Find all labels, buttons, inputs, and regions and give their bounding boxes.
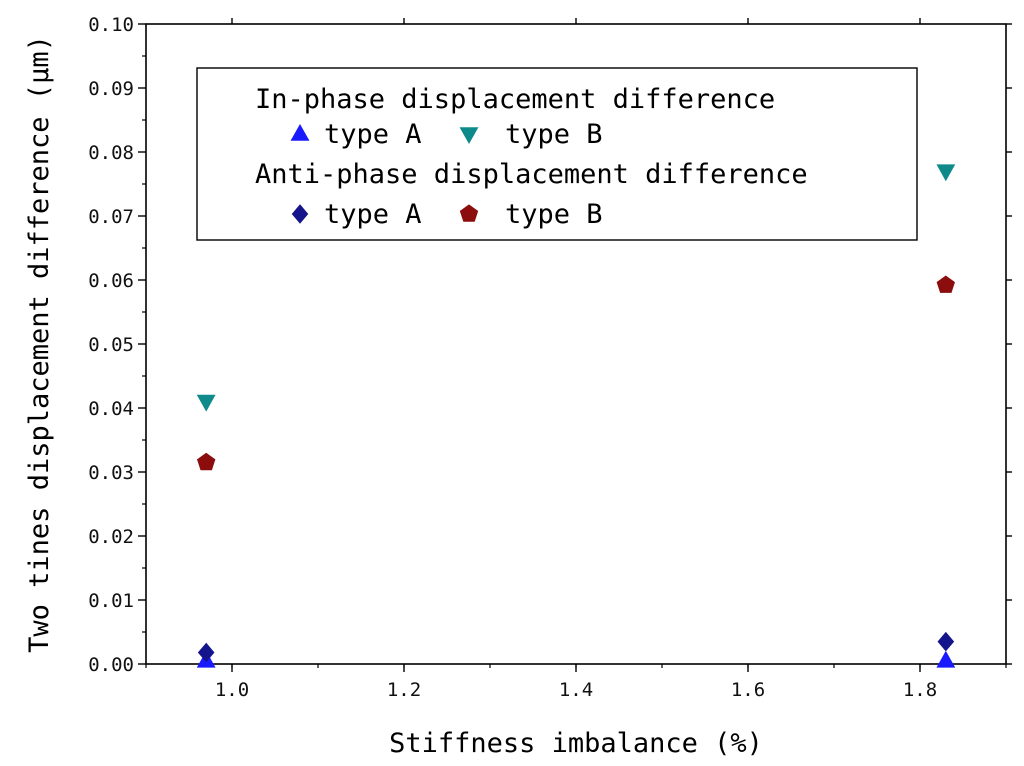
y-tick-label: 0.07: [88, 206, 134, 228]
legend-group-anti-phase-title: Anti-phase displacement difference: [255, 159, 808, 190]
y-tick-label: 0.00: [88, 654, 134, 676]
legend-marker-triangle-down: [459, 127, 479, 145]
legend-label-in-phase-type-b: type B: [505, 119, 603, 150]
legend-marker-anti-phase-type-a: [291, 204, 309, 224]
x-axis: 1.0 1.2 1.4 1.6 1.8: [145, 18, 1007, 701]
legend-marker-in-phase-type-a: [290, 123, 310, 141]
x-tick-label: 1.6: [731, 679, 765, 701]
data-point-triangle-down: [196, 394, 216, 412]
y-tick-label: 0.08: [88, 142, 134, 164]
data-point-triangle-down: [936, 164, 956, 182]
data-point-diamond: [937, 631, 955, 652]
legend-marker-anti-phase-type-b: [459, 204, 479, 222]
legend-box: [196, 67, 918, 241]
data-point-pentagon: [936, 275, 955, 293]
y-axis-title: Two tines displacement difference (μm): [24, 35, 55, 653]
y-tick-label: 0.03: [88, 462, 134, 484]
x-axis-title: Stiffness imbalance (%): [389, 728, 763, 759]
y-tick-label: 0.10: [88, 14, 134, 36]
x-tick-label: 1.2: [387, 679, 421, 701]
x-tick-label: 1.0: [215, 679, 249, 701]
legend-label-anti-phase-type-a: type A: [324, 199, 422, 230]
legend: In-phase displacement difference type A …: [196, 67, 918, 241]
legend-marker-pentagon: [459, 204, 479, 222]
legend-marker-in-phase-type-b: [459, 127, 479, 145]
legend-marker-triangle-up: [290, 123, 310, 141]
y-tick-label: 0.05: [88, 334, 134, 356]
data-point-pentagon: [197, 452, 216, 471]
legend-label-in-phase-type-a: type A: [324, 119, 422, 150]
legend-marker-diamond: [291, 204, 309, 224]
legend-group-in-phase-title: In-phase displacement difference: [255, 84, 775, 115]
legend-label-anti-phase-type-b: type B: [505, 199, 603, 230]
y-tick-label: 0.02: [88, 526, 134, 548]
y-tick-label: 0.01: [88, 590, 134, 612]
data-points: [196, 164, 956, 668]
x-tick-label: 1.8: [903, 679, 937, 701]
y-tick-label: 0.04: [88, 398, 134, 420]
x-tick-label: 1.4: [559, 679, 593, 701]
data-point-triangle-up: [936, 650, 956, 668]
data-point-diamond: [197, 642, 215, 663]
y-axis: 0.00 0.01 0.02 0.03 0.04 0.05 0.06 0.07 0.08 0.09…: [88, 14, 1012, 676]
y-tick-label: 0.06: [88, 270, 134, 292]
y-tick-label: 0.09: [88, 78, 134, 100]
